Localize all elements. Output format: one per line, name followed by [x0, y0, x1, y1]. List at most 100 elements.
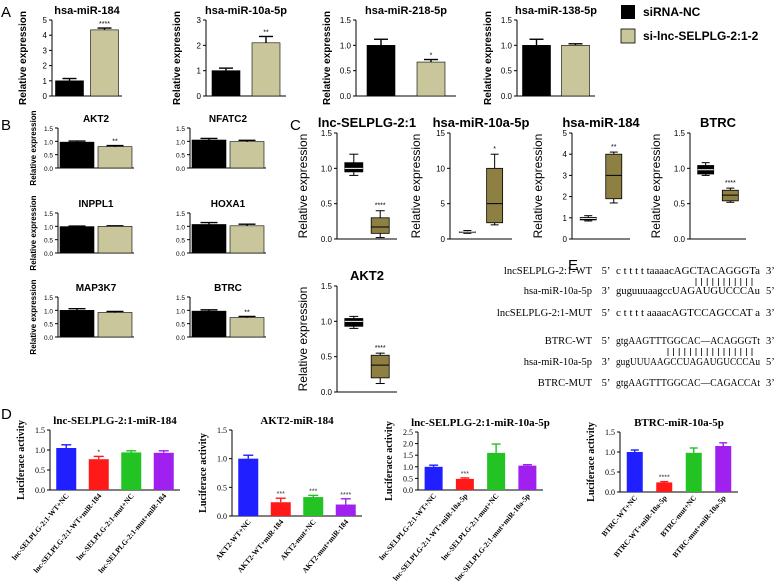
- y-tick-label: 1.5: [605, 428, 615, 437]
- chart-b1: AKT2 0.0 0.5 1.0 1.5 Relative expression **: [29, 110, 134, 186]
- y-axis-label: Luciferace activity: [586, 422, 597, 502]
- significance-mark: ****: [375, 203, 386, 210]
- y-tick-label: 1.5: [44, 211, 53, 218]
- y-tick-label: 0.5: [501, 67, 513, 76]
- sequence-alignment-panel: lncSELPLG-2:1-WT 5’ c t t t t taaaacAGCTAC…: [497, 266, 775, 389]
- significance-mark: ***: [309, 488, 317, 495]
- y-axis-label: Relative expression: [29, 279, 38, 354]
- chart-d3: lnc-SELPLG-2:1-miR-10a-5p 0.0 0.5 1.0 1.5 2.0…: [377, 417, 550, 581]
- chart-d2: AKT2-miR-184 0.0 0.5 1.0 1.5 Luciferace activ…: [198, 415, 362, 575]
- y-tick-label: 2: [43, 62, 48, 71]
- y-tick-label: 0.0: [321, 388, 333, 397]
- y-tick-label: 1.5: [217, 426, 227, 435]
- box-1: [344, 162, 364, 173]
- chart-b6: BTRC 0.0 0.5 1.0 1.5 **: [176, 283, 266, 342]
- chart-c1: lnc-SELPLG-2:1 0.0 0.5 1.0 1.5 Relative expre…: [296, 115, 416, 244]
- bar-2: [97, 312, 133, 338]
- chart-a3: hsa-miR-218-5p 0.0 0.5 1.0 1.5 Relative expre…: [322, 5, 456, 105]
- chart-title: hsa-miR-184: [562, 115, 640, 130]
- y-tick-label: 0.0: [340, 92, 352, 101]
- sequence-prime-start: 5’: [602, 378, 611, 389]
- y-tick-label: 1.0: [217, 455, 227, 464]
- chart-b4: HOXA1 0.0 0.5 1.0 1.5: [176, 199, 266, 258]
- chart-title: lnc-SELPLG-2:1: [318, 115, 416, 130]
- chart-title: BTRC: [214, 283, 242, 294]
- y-axis-label: Relative expression: [322, 11, 333, 105]
- y-tick-label: 1.5: [321, 129, 333, 138]
- bar-1: [191, 139, 227, 169]
- y-axis-label: Relative expression: [18, 11, 29, 105]
- sequence-prime-end: 3’: [766, 336, 775, 347]
- y-tick-label: 5: [441, 200, 446, 209]
- bar-3: [121, 452, 142, 490]
- chart-title: NFATC2: [209, 114, 248, 125]
- chart-title: BTRC: [700, 115, 737, 130]
- sequence-name: BTRC-WT: [545, 336, 593, 347]
- y-tick-label: 0.0: [35, 486, 45, 495]
- chart-title: hsa-miR-138-5p: [515, 5, 597, 17]
- y-tick-label: 0: [197, 92, 202, 101]
- sequence-text: gtgAAGTTTGGCAC—CAGACCAt: [616, 378, 760, 389]
- y-tick-label: 1.5: [44, 126, 53, 133]
- bar-1: [55, 80, 84, 97]
- chart-title: HOXA1: [211, 199, 246, 210]
- y-tick-label: 0.5: [44, 238, 53, 245]
- chart-a2: hsa-miR-10a-5p 0 1 2 3 Relative expression **: [172, 5, 287, 105]
- x-category-label: lnc-SELPLG-2:1-WT+miR-184: [31, 491, 103, 574]
- bar-1: [238, 458, 259, 516]
- y-tick-label: 0.5: [35, 466, 45, 475]
- y-tick-label: 15: [436, 129, 445, 138]
- bar-4: [335, 504, 356, 516]
- chart-d4: BTRC-miR-10a-5p 0.0 0.5 1.0 1.5 Luciferace ac…: [586, 417, 738, 559]
- chart-b2: NFATC2 0.0 0.5 1.0 1.5: [176, 114, 266, 173]
- y-tick-label: 1.0: [44, 224, 53, 231]
- y-axis-label: Relative expression: [172, 11, 183, 105]
- y-tick-label: 0.0: [44, 166, 53, 173]
- y-tick-label: 0.0: [501, 92, 513, 101]
- y-tick-label: 1.0: [44, 139, 53, 146]
- y-tick-label: 0.0: [403, 486, 413, 495]
- y-tick-label: 0.0: [321, 235, 333, 244]
- y-axis-label: Luciferace activity: [16, 420, 27, 500]
- bar-2: [561, 45, 590, 97]
- chart-c2: hsa-miR-10a-5p 0 5 10 15 Relative expression *: [409, 115, 529, 244]
- y-tick-label: 5: [43, 16, 48, 25]
- bar-1: [191, 224, 227, 254]
- bar-2: [97, 146, 133, 169]
- panel-letter-d: D: [1, 406, 12, 423]
- sequence-prime-start: 3’: [602, 286, 611, 297]
- x-category-label: BTRC-mut+miR-10a-5p: [670, 494, 727, 560]
- chart-title: AKT2: [83, 114, 110, 125]
- y-tick-label: 1.0: [35, 446, 45, 455]
- significance-mark: ***: [461, 471, 469, 478]
- sequence-prime-end: 3’: [766, 266, 775, 277]
- y-tick-label: 0.0: [605, 488, 615, 497]
- y-tick-label: 1.5: [176, 295, 185, 302]
- chart-c5: AKT2 0.0 0.5 1.0 1.5 Relative expression ****: [296, 268, 397, 397]
- bar-1: [56, 448, 77, 490]
- bar-2: [455, 478, 474, 490]
- significance-mark: ****: [99, 21, 110, 28]
- y-tick-label: 10: [436, 164, 445, 173]
- significance-mark: ****: [659, 475, 670, 482]
- y-tick-label: 1: [197, 67, 202, 76]
- y-tick-label: 1.0: [176, 308, 185, 315]
- y-tick-label: 1.0: [340, 41, 352, 50]
- chart-title: hsa-miR-184: [54, 5, 120, 17]
- y-tick-label: 0.5: [321, 353, 333, 362]
- y-tick-label: 0.0: [44, 335, 53, 342]
- sequence-name: hsa-miR-10a-5p: [524, 357, 592, 368]
- significance-mark: *: [493, 146, 496, 153]
- y-tick-label: 1: [563, 214, 568, 223]
- y-tick-label: 3: [197, 16, 202, 25]
- chart-title: hsa-miR-10a-5p: [433, 115, 530, 130]
- sequence-prime-start: 5’: [602, 308, 611, 319]
- y-tick-label: 5: [563, 129, 568, 138]
- sequence-text: c t t t t taaaacAGCTACAGGGTa: [616, 266, 760, 277]
- chart-title: MAP3K7: [76, 283, 117, 294]
- bar-1: [59, 141, 95, 169]
- bar-3: [685, 452, 702, 492]
- y-tick-label: 1.0: [321, 164, 333, 173]
- panel-letter-e: E: [568, 257, 578, 274]
